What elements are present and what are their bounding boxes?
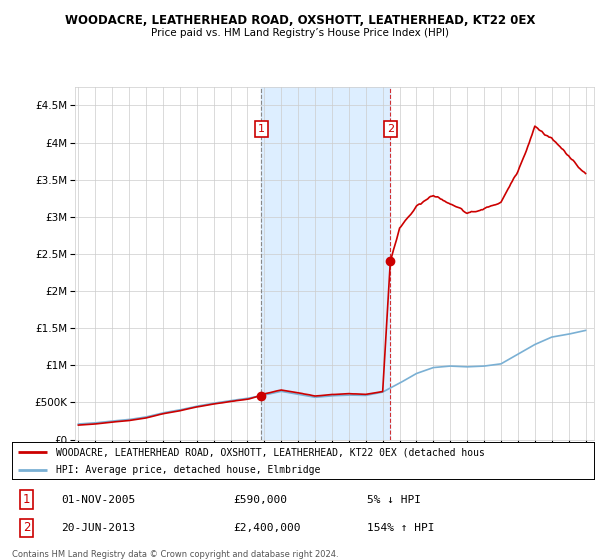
Text: £2,400,000: £2,400,000	[233, 523, 301, 533]
Text: 2: 2	[387, 124, 394, 134]
Text: WOODACRE, LEATHERHEAD ROAD, OXSHOTT, LEATHERHEAD, KT22 0EX: WOODACRE, LEATHERHEAD ROAD, OXSHOTT, LEA…	[65, 14, 535, 27]
Text: Contains HM Land Registry data © Crown copyright and database right 2024.
This d: Contains HM Land Registry data © Crown c…	[12, 550, 338, 560]
Text: 2: 2	[23, 521, 30, 534]
Text: 5% ↓ HPI: 5% ↓ HPI	[367, 494, 421, 505]
Text: £590,000: £590,000	[233, 494, 287, 505]
Text: 20-JUN-2013: 20-JUN-2013	[61, 523, 136, 533]
Text: WOODACRE, LEATHERHEAD ROAD, OXSHOTT, LEATHERHEAD, KT22 0EX (detached hous: WOODACRE, LEATHERHEAD ROAD, OXSHOTT, LEA…	[56, 447, 485, 457]
Text: HPI: Average price, detached house, Elmbridge: HPI: Average price, detached house, Elmb…	[56, 465, 320, 475]
Text: 01-NOV-2005: 01-NOV-2005	[61, 494, 136, 505]
Text: 1: 1	[258, 124, 265, 134]
Text: Price paid vs. HM Land Registry’s House Price Index (HPI): Price paid vs. HM Land Registry’s House …	[151, 28, 449, 38]
Text: 1: 1	[23, 493, 30, 506]
Bar	[262, 87, 391, 440]
Text: 154% ↑ HPI: 154% ↑ HPI	[367, 523, 434, 533]
